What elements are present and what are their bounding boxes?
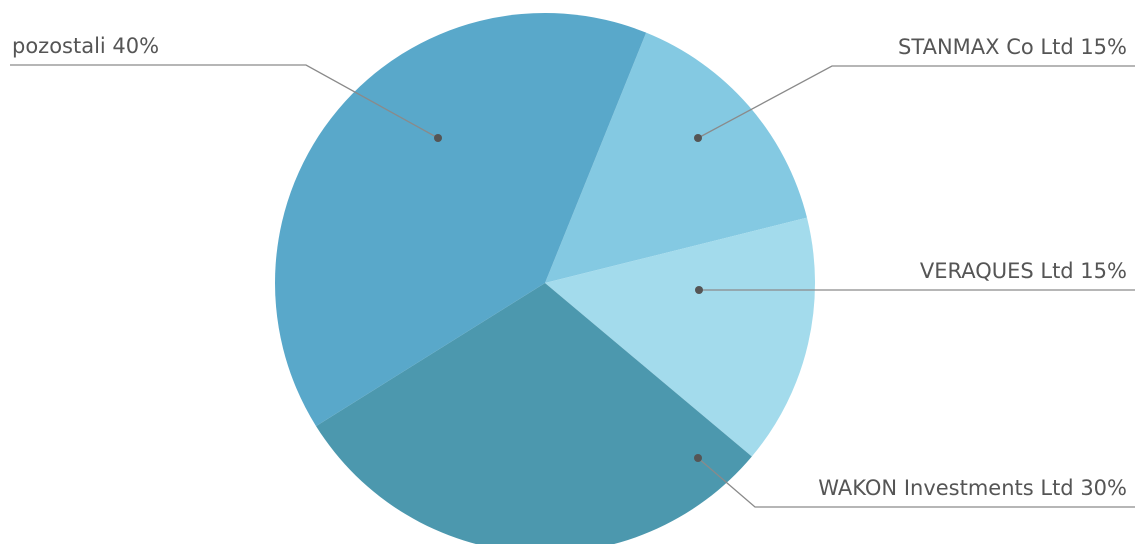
leader-line-stanmax	[697, 65, 1135, 139]
pie-slices	[274, 12, 815, 544]
leader-line-wakon	[697, 457, 1135, 508]
slice-label-wakon: WAKON Investments Ltd 30%	[818, 476, 1127, 500]
slice-label-veraques: VERAQUES Ltd 15%	[920, 259, 1127, 283]
leader-dot-stanmax	[694, 134, 702, 142]
pie-slice-veraques	[545, 217, 815, 457]
leader-line-pozostali	[10, 64, 439, 139]
slice-label-pozostali: pozostali 40%	[12, 34, 159, 58]
leader-dot-pozostali	[434, 134, 442, 142]
leader-dot-veraques	[695, 286, 703, 294]
slice-labels: STANMAX Co Ltd 15% VERAQUES Ltd 15% WAKO…	[12, 34, 1127, 500]
pie-slice-pozostali	[274, 12, 647, 427]
pie-slice-stanmax	[545, 32, 807, 284]
pie-slice-wakon	[316, 283, 752, 544]
leader-lines	[10, 64, 1135, 508]
slice-label-stanmax: STANMAX Co Ltd 15%	[898, 35, 1127, 59]
leader-dot-wakon	[694, 454, 702, 462]
